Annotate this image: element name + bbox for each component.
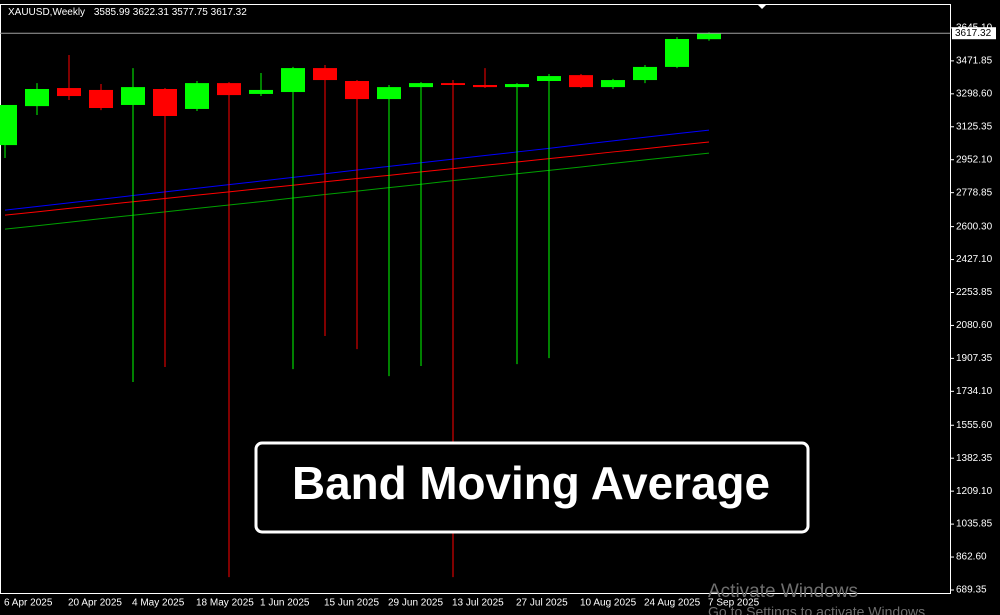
ohlc-low: 3577.75	[172, 7, 209, 18]
candle-body	[345, 81, 369, 100]
y-tick-label: 1035.85	[956, 519, 993, 530]
x-tick-label: 4 May 2025	[132, 598, 185, 609]
x-tick-label: 15 Jun 2025	[324, 598, 379, 609]
candle-body	[153, 88, 177, 116]
y-tick-label: 1555.60	[956, 420, 993, 431]
annotation: Band Moving Average	[292, 457, 770, 509]
price-label-box	[952, 27, 996, 40]
candle-body	[697, 33, 721, 40]
x-tick-label: 27 Jul 2025	[516, 598, 568, 609]
ohlc-close: 3617.32	[211, 7, 248, 18]
candle-body	[473, 85, 497, 88]
candle-body	[313, 68, 337, 81]
candle-body	[377, 87, 401, 100]
candle-body	[537, 76, 561, 82]
x-tick-label: 7 Sep 2025	[708, 598, 760, 609]
candle-body	[409, 83, 433, 88]
candle-body	[441, 83, 465, 85]
price-label: 3617.32	[955, 28, 992, 39]
candle-body	[281, 68, 305, 93]
y-tick-label: 2427.10	[956, 254, 993, 265]
y-tick-label: 1907.35	[956, 353, 993, 364]
candle-body	[505, 84, 529, 88]
candle-body	[217, 83, 241, 96]
y-tick-label: 3298.60	[956, 88, 993, 99]
plot-area: 3645.103471.853298.603125.352952.102778.…	[0, 23, 996, 609]
y-tick-label: 3471.85	[956, 56, 993, 67]
annotation-box	[254, 441, 810, 534]
x-tick-label: 10 Aug 2025	[580, 598, 637, 609]
shift-marker	[757, 4, 767, 9]
symbol: XAUUSD,Weekly	[8, 7, 85, 18]
y-tick-label: 2600.30	[956, 221, 993, 232]
y-tick-label: 2253.85	[956, 287, 993, 298]
candle-body	[185, 83, 209, 109]
ohlc-high: 3622.31	[133, 7, 170, 18]
ohlc-open: 3585.99	[94, 7, 131, 18]
x-tick-label: 1 Jun 2025	[260, 598, 310, 609]
candle-body	[25, 88, 49, 107]
candle-body	[89, 89, 113, 109]
y-tick-label: 1734.10	[956, 386, 993, 397]
x-tick-label: 29 Jun 2025	[388, 598, 443, 609]
candle-body	[249, 89, 273, 94]
y-tick-label: 1209.10	[956, 486, 993, 497]
candle-body	[121, 87, 145, 105]
y-tick-label: 1382.35	[956, 453, 993, 464]
x-tick-label: 24 Aug 2025	[644, 598, 701, 609]
x-tick-label: 13 Jul 2025	[452, 598, 504, 609]
candle-body	[0, 104, 17, 146]
watermark-subtitle: Go to Settings to activate Windows.	[708, 604, 929, 615]
y-tick-label: 2778.85	[956, 187, 993, 198]
x-tick-label: 18 May 2025	[196, 598, 254, 609]
candle-body	[601, 80, 625, 88]
x-tick-label: 20 Apr 2025	[68, 598, 122, 609]
candle-body	[569, 75, 593, 88]
plot-frame	[0, 4, 951, 594]
x-tick-label: 6 Apr 2025	[4, 598, 53, 609]
y-tick-label: 2080.60	[956, 320, 993, 331]
watermark-title: Activate Windows	[708, 581, 858, 602]
candle-body	[665, 38, 689, 67]
y-tick-label: 689.35	[956, 585, 987, 596]
candle-body	[633, 66, 657, 81]
y-tick-label: 3125.35	[956, 121, 993, 132]
header: XAUUSD,Weekly 3585.99 3622.31 3577.75 36…	[8, 7, 247, 18]
y-tick-label: 2952.10	[956, 154, 993, 165]
y-tick-label: 862.60	[956, 552, 987, 563]
candle-body	[57, 88, 81, 97]
